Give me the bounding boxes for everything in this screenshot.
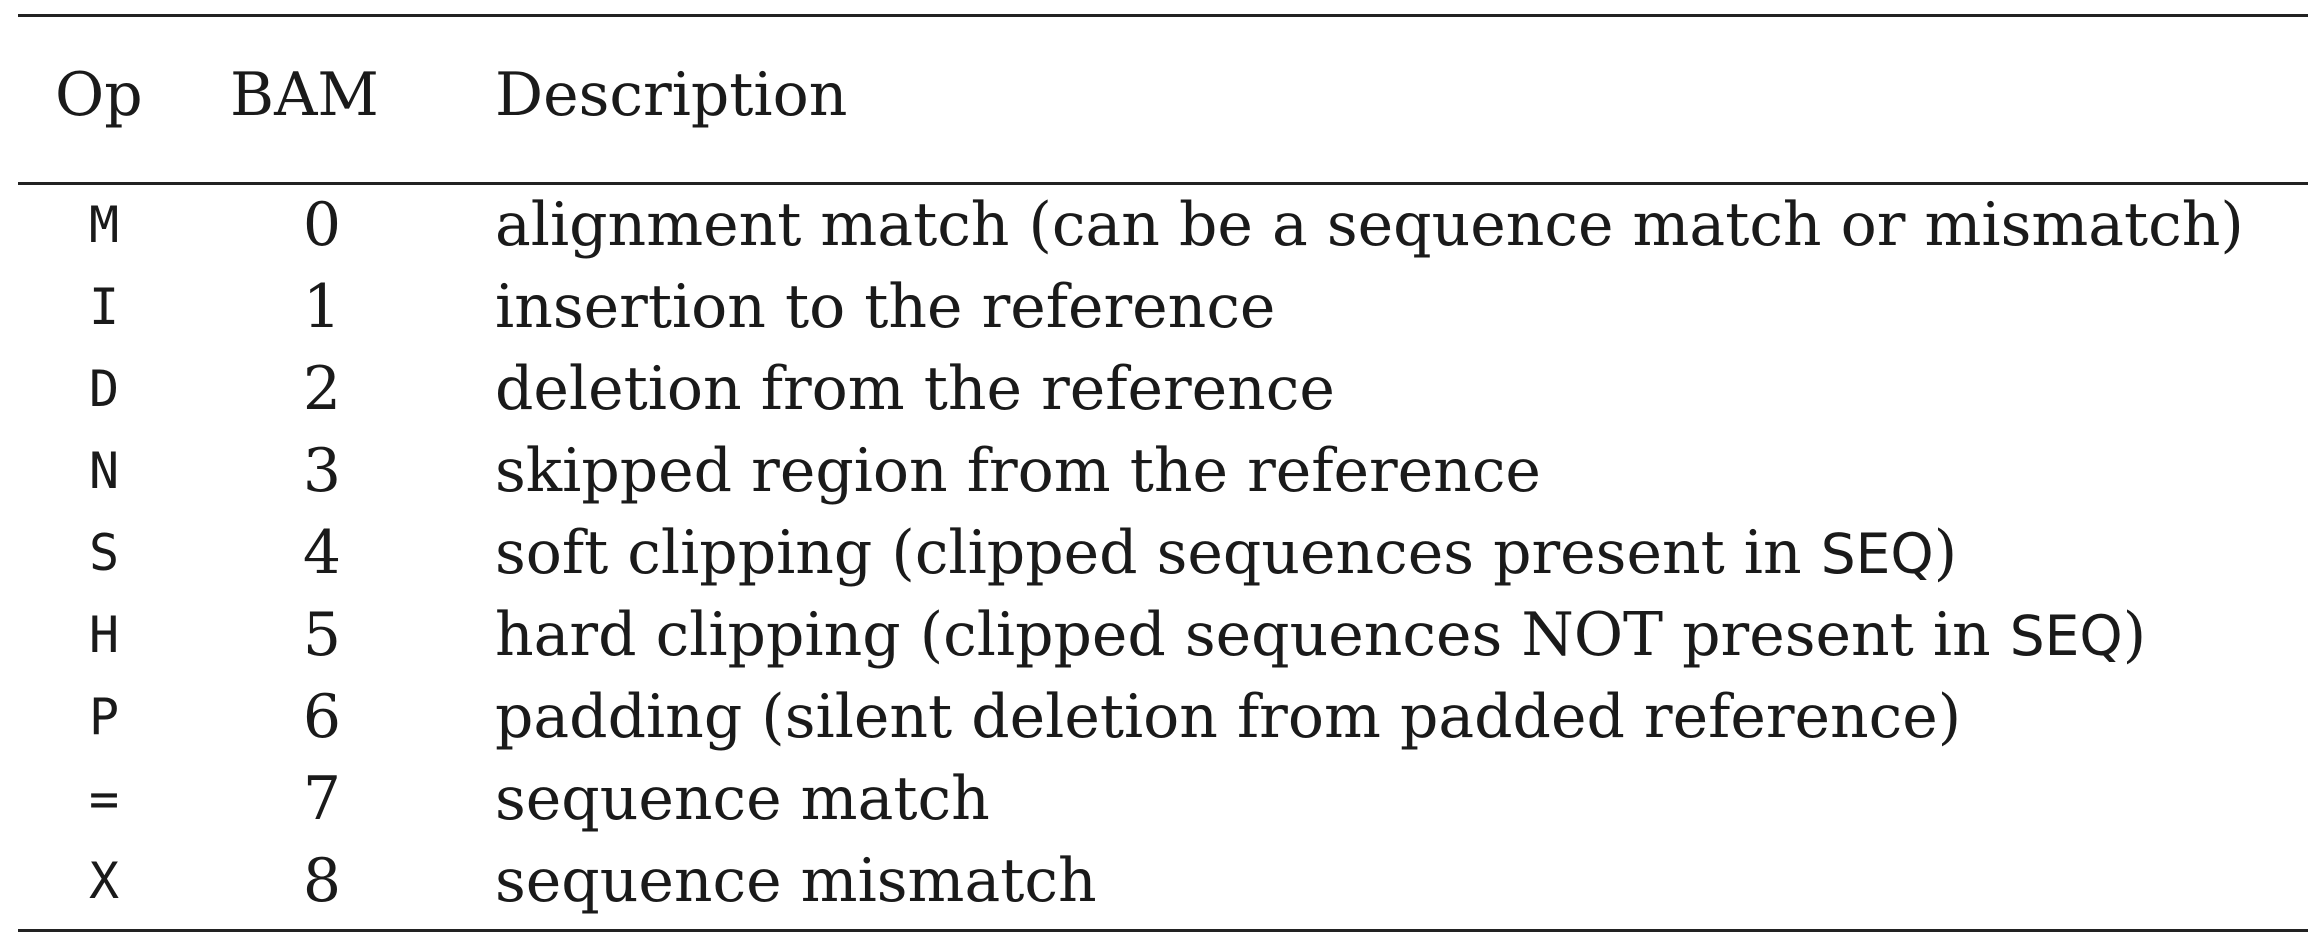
op-code: I <box>88 278 120 336</box>
op-code: = <box>88 770 120 828</box>
bam-value: 4 <box>302 518 342 588</box>
op-description: sequence match <box>495 764 990 834</box>
table-row: X 8 sequence mismatch <box>0 846 2322 916</box>
op-description: soft clipping (clipped sequences present… <box>495 518 1957 589</box>
header-op: Op <box>55 60 143 130</box>
table-row: N 3 skipped region from the reference <box>0 436 2322 506</box>
table-row: I 1 insertion to the reference <box>0 272 2322 342</box>
bam-value: 2 <box>302 354 342 424</box>
op-code: D <box>88 360 120 418</box>
op-code: M <box>88 196 120 254</box>
op-description: sequence mismatch <box>495 846 1097 916</box>
op-description-close: ) <box>1933 518 1958 588</box>
op-description-close: ) <box>2122 600 2147 670</box>
table-top-rule <box>18 14 2308 17</box>
seq-field-name: SEQ <box>2009 604 2123 668</box>
table-row: H 5 hard clipping (clipped sequences NOT… <box>0 600 2322 670</box>
table-row: S 4 soft clipping (clipped sequences pre… <box>0 518 2322 588</box>
op-description: insertion to the reference <box>495 272 1276 342</box>
bam-value: 0 <box>302 190 342 260</box>
op-description: hard clipping (clipped sequences NOT pre… <box>495 600 2146 671</box>
table-row: P 6 padding (silent deletion from padded… <box>0 682 2322 752</box>
op-code: N <box>88 442 120 500</box>
bam-value: 1 <box>302 272 342 342</box>
op-description-text: hard clipping (clipped sequences NOT pre… <box>495 600 2010 670</box>
op-code: S <box>88 524 120 582</box>
table-bottom-rule <box>18 929 2308 932</box>
table-row: M 0 alignment match (can be a sequence m… <box>0 190 2322 260</box>
table-row: D 2 deletion from the reference <box>0 354 2322 424</box>
op-description: alignment match (can be a sequence match… <box>495 190 2244 260</box>
header-description: Description <box>495 60 848 130</box>
bam-value: 6 <box>302 682 342 752</box>
bam-value: 7 <box>302 764 342 834</box>
op-code: H <box>88 606 120 664</box>
op-description: deletion from the reference <box>495 354 1335 424</box>
seq-field-name: SEQ <box>1820 522 1934 586</box>
op-description: skipped region from the reference <box>495 436 1541 506</box>
header-bam: BAM <box>230 60 379 130</box>
bam-value: 8 <box>302 846 342 916</box>
bam-value: 5 <box>302 600 342 670</box>
op-code: X <box>88 852 120 910</box>
table-header-rule <box>18 182 2308 185</box>
op-description: padding (silent deletion from padded ref… <box>495 682 1962 752</box>
op-code: P <box>88 688 120 746</box>
bam-value: 3 <box>302 436 342 506</box>
op-description-text: soft clipping (clipped sequences present… <box>495 518 1821 588</box>
table-row: = 7 sequence match <box>0 764 2322 834</box>
